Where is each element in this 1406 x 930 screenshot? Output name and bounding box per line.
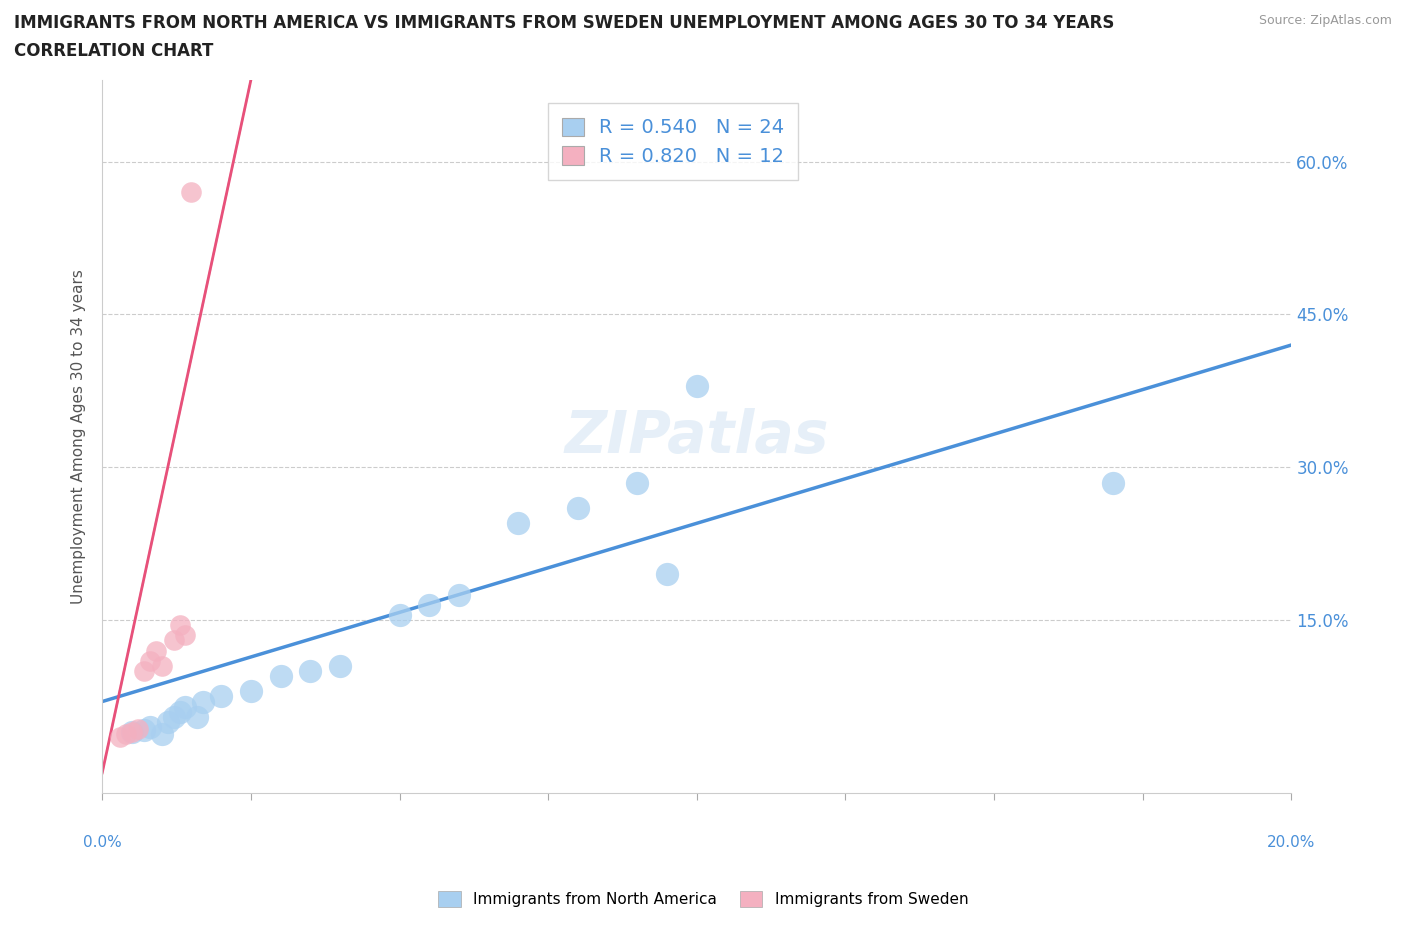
Y-axis label: Unemployment Among Ages 30 to 34 years: Unemployment Among Ages 30 to 34 years (72, 269, 86, 604)
Point (139, 654, 162, 669)
Point (180, 185, 202, 200)
Text: Source: ZipAtlas.com: Source: ZipAtlas.com (1258, 14, 1392, 27)
Point (567, 500, 589, 515)
Point (162, 710, 184, 724)
Point (145, 644, 167, 658)
Point (174, 628, 197, 643)
Point (626, 475, 648, 490)
Point (388, 607, 411, 622)
Point (169, 618, 191, 632)
Point (1102, 475, 1125, 490)
Point (193, 694, 215, 709)
Text: ZIPatlas: ZIPatlas (565, 408, 830, 465)
Text: 0.0%: 0.0% (83, 835, 121, 850)
Point (108, 730, 131, 745)
Point (150, 658, 173, 673)
Point (150, 726, 173, 741)
Point (121, 724, 143, 739)
Point (186, 710, 208, 724)
Point (508, 516, 530, 531)
Point (121, 724, 143, 739)
Point (655, 566, 678, 581)
Point (139, 720, 162, 735)
Point (127, 722, 149, 737)
Point (132, 723, 155, 737)
Point (686, 379, 709, 393)
Point (239, 684, 262, 698)
Point (418, 597, 440, 612)
Legend: R = 0.540   N = 24, R = 0.820   N = 12: R = 0.540 N = 24, R = 0.820 N = 12 (548, 103, 799, 180)
Point (132, 663, 155, 678)
Point (329, 658, 352, 673)
Point (299, 663, 322, 678)
Point (174, 699, 197, 714)
Point (447, 587, 470, 602)
Point (270, 669, 292, 684)
Text: 20.0%: 20.0% (1267, 835, 1316, 850)
Point (156, 714, 179, 729)
Point (169, 704, 191, 719)
Point (162, 633, 184, 648)
Point (209, 689, 232, 704)
Legend: Immigrants from North America, Immigrants from Sweden: Immigrants from North America, Immigrant… (432, 884, 974, 913)
Text: IMMIGRANTS FROM NORTH AMERICA VS IMMIGRANTS FROM SWEDEN UNEMPLOYMENT AMONG AGES : IMMIGRANTS FROM NORTH AMERICA VS IMMIGRA… (14, 14, 1115, 32)
Text: CORRELATION CHART: CORRELATION CHART (14, 42, 214, 60)
Point (115, 726, 138, 741)
